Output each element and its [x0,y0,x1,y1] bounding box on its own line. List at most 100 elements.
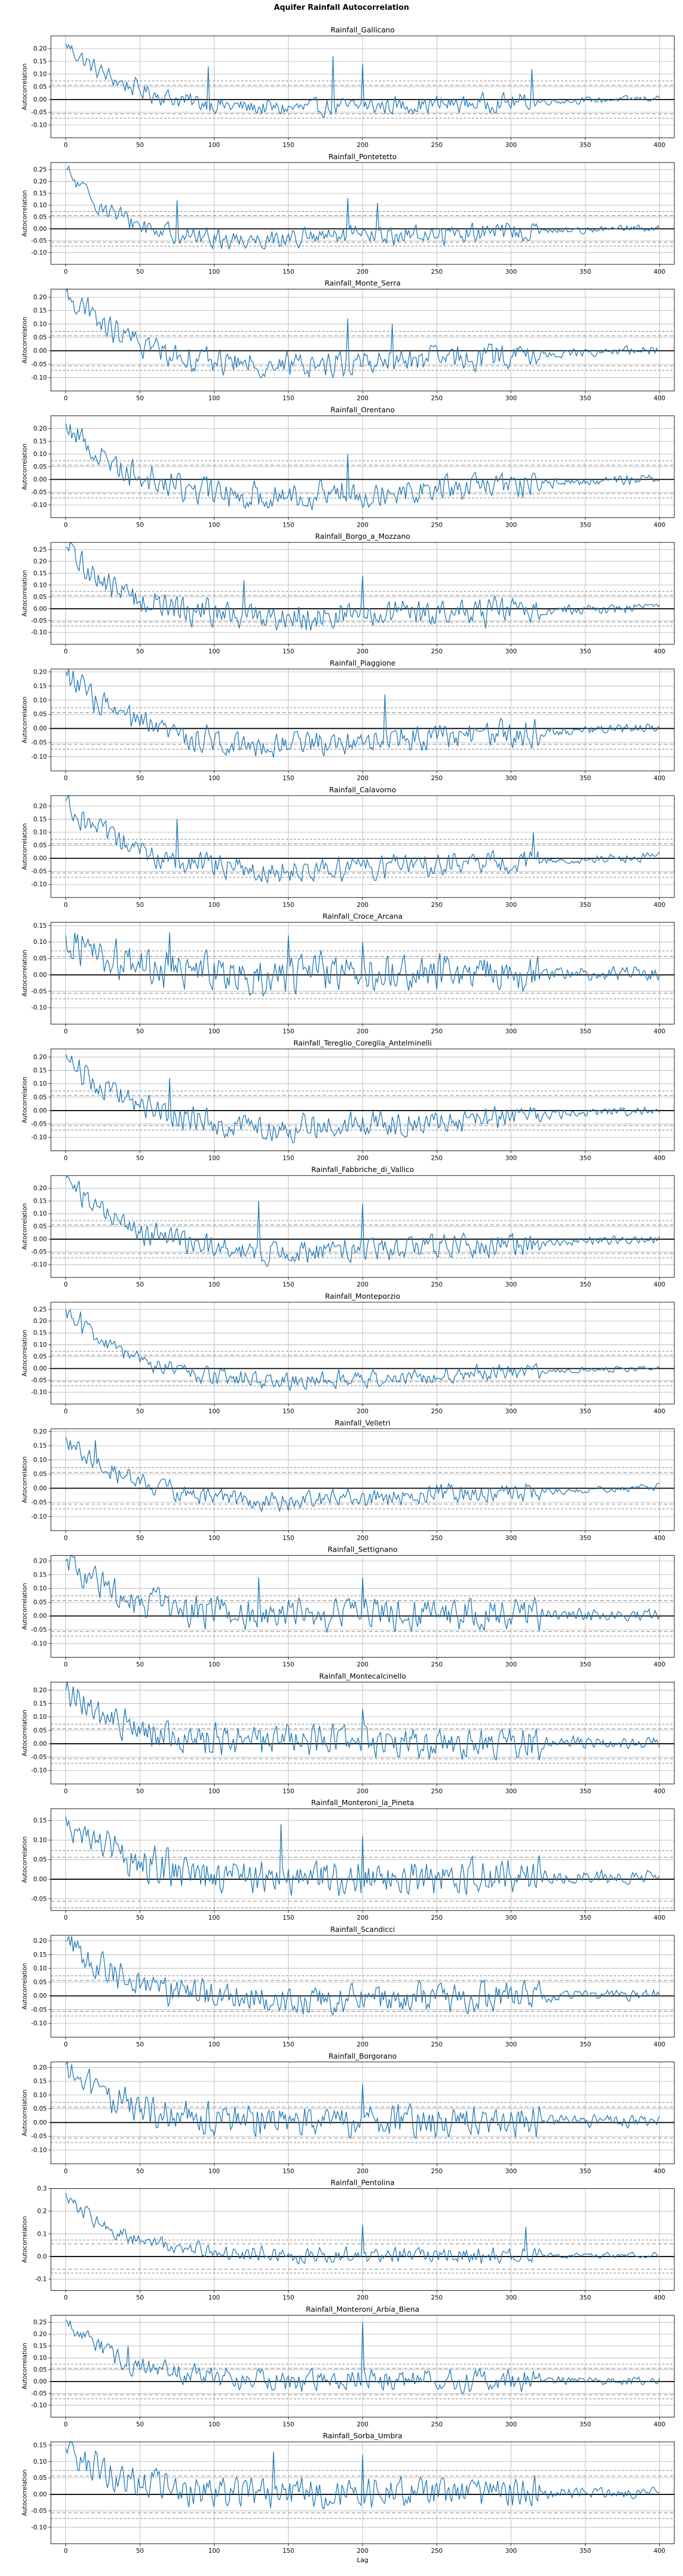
y-tick-label: 0.10 [34,1457,47,1464]
y-tick-label: 0.05 [34,84,47,91]
y-tick-label: -0.10 [31,1389,47,1396]
subplot: 0 50 100 150 200 250 300 350 400 -0.10 -0.05 0.00 0.… [21,659,675,782]
y-axis-label: Autocorrelation [21,64,28,111]
y-tick-label: 0.00 [34,1613,47,1620]
acf-series-line [65,1555,660,1633]
y-tick-label: 0.10 [34,1837,47,1844]
y-tick-label: -0.10 [31,502,47,509]
x-tick-label: 400 [654,521,665,528]
y-tick-label: 0.15 [34,190,47,197]
y-tick-label: -0.10 [31,122,47,129]
y-tick-label: -0.10 [31,629,47,636]
y-tick-label: 0.10 [34,451,47,458]
x-tick-label: 200 [357,2041,368,2048]
y-axis-label: Autocorrelation [21,823,28,870]
y-tick-label: 0.05 [34,2366,47,2373]
x-tick-label: 0 [64,395,68,402]
y-tick-label: 0.00 [34,1740,47,1747]
subplot: 0 50 100 150 200 250 300 350 400 -0.10 -0.05 0.00 0.… [21,405,675,528]
x-tick-label: 0 [64,1535,68,1542]
x-tick-label: 200 [357,1535,368,1542]
y-tick-label: -0.05 [31,1121,47,1128]
y-tick-label: 0.20 [34,294,47,301]
y-tick-label: 0.05 [34,2105,47,2112]
y-tick-label: 0.05 [34,214,47,221]
x-tick-label: 200 [357,2421,368,2428]
x-tick-label: 400 [654,2168,665,2175]
y-tick-label: 0.05 [34,1599,47,1606]
y-tick-label: 0.0 [37,2253,47,2260]
y-axis-label: Autocorrelation [21,1963,28,2010]
x-tick-label: 300 [505,2168,517,2175]
x-tick-label: 250 [431,142,442,149]
y-axis-label: Autocorrelation [21,697,28,744]
x-tick-label: 400 [654,2548,665,2555]
y-tick-label: 0.00 [34,348,47,355]
x-tick-label: 150 [283,2548,294,2555]
x-tick-label: 200 [357,2295,368,2302]
y-tick-label: 0.00 [34,1365,47,1372]
y-tick-label: 0.20 [34,668,47,675]
x-tick-label: 250 [431,1408,442,1415]
x-tick-label: 250 [431,269,442,275]
subplot-title: Rainfall_Croce_Arcana [323,912,403,921]
y-tick-label: -0.1 [35,2276,47,2283]
y-tick-label: 0.20 [34,1185,47,1192]
y-tick-label: 0.05 [34,711,47,718]
acf-series-line [65,288,660,379]
x-tick-label: 400 [654,648,665,655]
y-tick-label: 0.10 [34,697,47,704]
subplot: 0 50 100 150 200 250 300 350 400 -0.10 -0.05 0.00 0.… [21,1165,675,1288]
x-tick-label: 250 [431,2041,442,2048]
x-tick-label: 0 [64,1408,68,1415]
x-tick-label: 100 [208,1914,220,1921]
acf-series-line [65,2320,660,2394]
y-tick-label: 0.05 [34,1857,47,1864]
subplot-title: Rainfall_Gallicano [331,25,395,34]
x-tick-label: 300 [505,1535,517,1542]
y-tick-label: -0.10 [31,2020,47,2027]
subplot: 0 50 100 150 200 250 300 350 400 -0.05 0.00 0.05 0.1… [21,1798,675,1921]
subplot-title: Rainfall_Tereglio_Coreglia_Antelminelli [293,1038,431,1047]
x-tick-label: 250 [431,2168,442,2175]
x-tick-label: 300 [505,269,517,275]
y-tick-label: 0.15 [34,570,47,577]
y-tick-label: 0.00 [34,972,47,979]
x-tick-label: 350 [579,1281,591,1288]
x-tick-label: 100 [208,1662,220,1669]
y-tick-label: 0.10 [34,2459,47,2465]
y-tick-label: 0.25 [34,167,47,174]
y-tick-label: 0.05 [34,1727,47,1734]
x-tick-label: 300 [505,395,517,402]
y-tick-label: -0.05 [31,2133,47,2140]
y-tick-label: 0.20 [34,1687,47,1694]
x-tick-label: 400 [654,902,665,909]
y-tick-label: 0.20 [34,178,47,185]
x-tick-label: 200 [357,1408,368,1415]
x-axis-label: Lag [357,2556,368,2564]
acf-series-line [65,795,660,884]
y-tick-label: 0.00 [34,855,47,862]
subplot-title: Rainfall_Monte_Serra [324,279,400,288]
x-tick-label: 150 [283,2168,294,2175]
x-tick-label: 250 [431,1914,442,1921]
y-tick-label: 0.20 [34,1054,47,1061]
y-tick-label: -0.05 [31,237,47,244]
x-tick-label: 50 [136,2041,143,2048]
x-tick-label: 350 [579,775,591,782]
x-tick-label: 350 [579,269,591,275]
x-tick-label: 400 [654,1535,665,1542]
x-tick-label: 100 [208,1281,220,1288]
acf-series-line [65,1682,660,1761]
y-axis-label: Autocorrelation [21,2470,28,2516]
y-tick-label: 0.15 [34,307,47,314]
x-tick-label: 0 [64,2548,68,2555]
x-tick-label: 300 [505,521,517,528]
x-tick-label: 50 [136,1914,143,1921]
x-tick-label: 200 [357,1788,368,1795]
x-tick-label: 250 [431,1535,442,1542]
x-tick-label: 350 [579,2548,591,2555]
y-tick-label: 0.10 [34,1211,47,1218]
x-tick-label: 50 [136,648,143,655]
